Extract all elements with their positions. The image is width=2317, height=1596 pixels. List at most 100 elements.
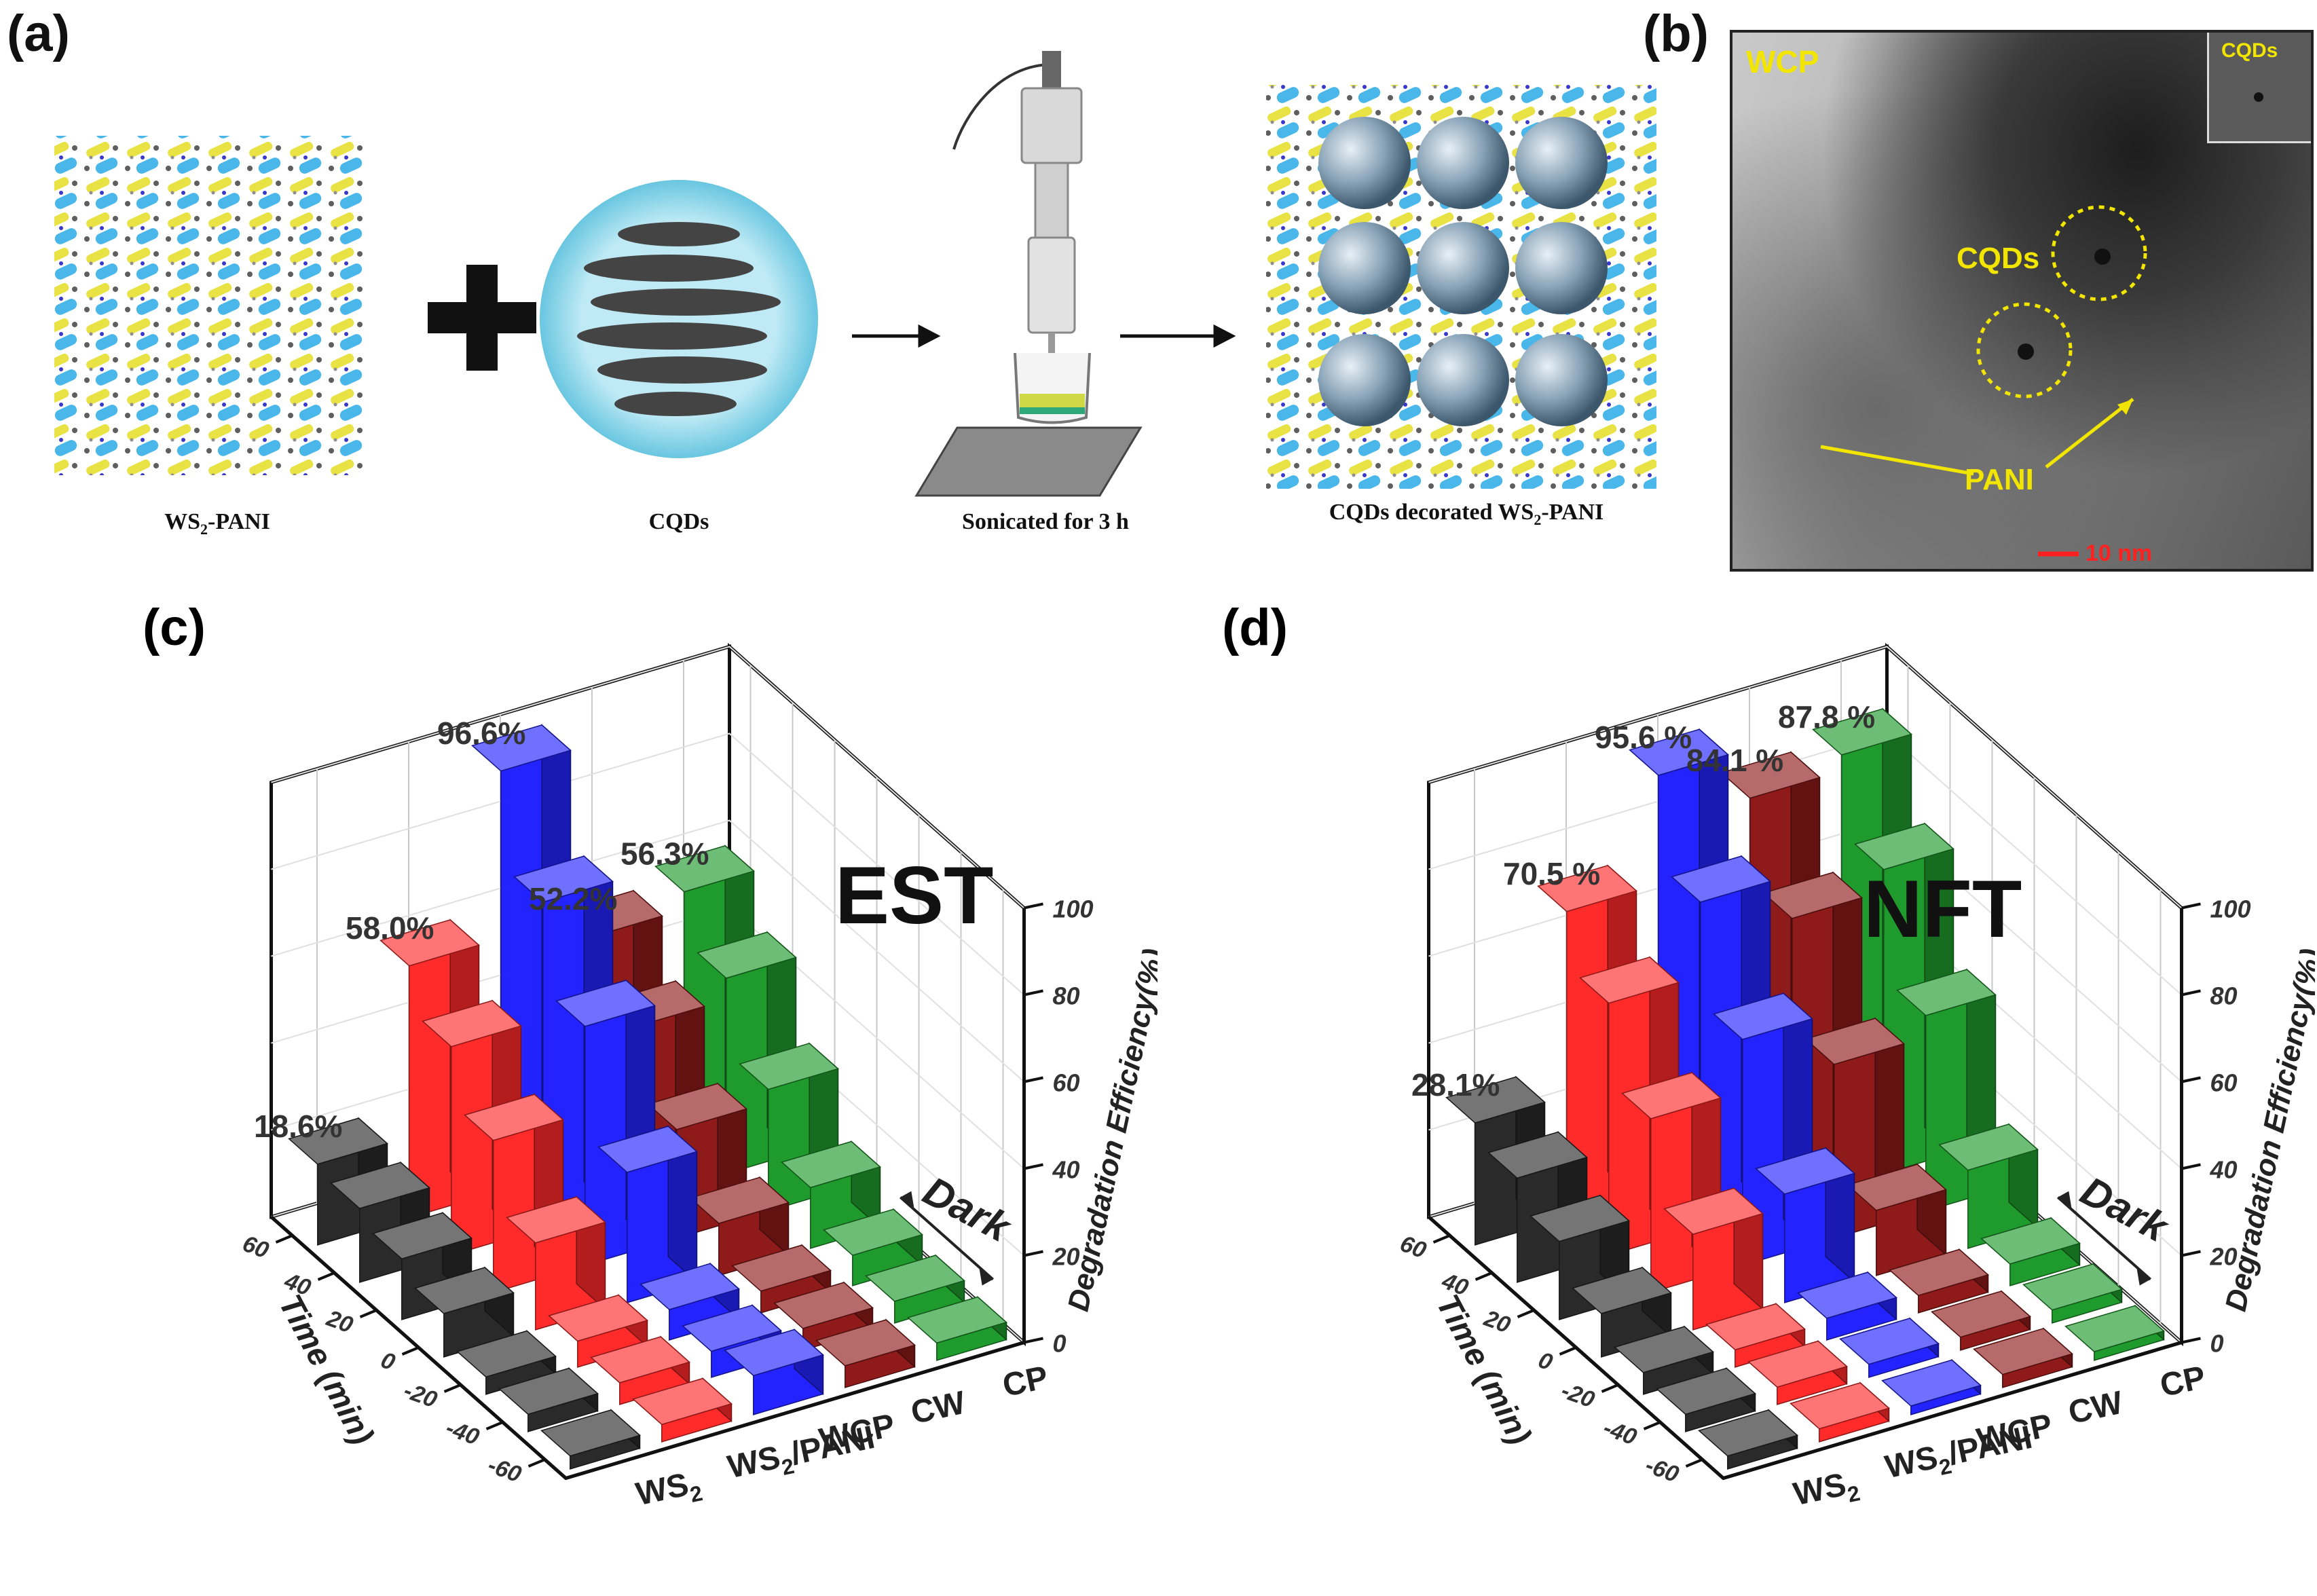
axis-line xyxy=(565,1341,1025,1480)
bar-top-face xyxy=(907,1296,1007,1344)
time-tick-label: -40 xyxy=(443,1415,483,1451)
dark-arrowhead-icon xyxy=(979,1269,993,1286)
chart-title: NFT xyxy=(1864,864,2022,954)
data-label: 28.1% xyxy=(1411,1067,1500,1102)
bar-top-face xyxy=(640,1263,740,1310)
bar-top-face xyxy=(597,1126,698,1173)
sonicator-icon xyxy=(914,51,1143,497)
cqds-decorated-ws2-pani-structure xyxy=(1266,85,1656,489)
tick-mark xyxy=(1685,1458,1703,1468)
bar-top-face xyxy=(632,1377,733,1426)
bar-top-face xyxy=(1938,1124,2039,1171)
bar-top-face xyxy=(1839,1318,1940,1365)
z-tick-label: 20 xyxy=(1052,1243,1080,1271)
bar-top-face xyxy=(682,1304,782,1352)
bar-top-face xyxy=(654,845,755,893)
data-label: 18.6% xyxy=(254,1109,342,1144)
time-axis-label: Time (min) xyxy=(1429,1289,1538,1451)
tick-mark xyxy=(1559,1346,1577,1356)
bar-top-face xyxy=(288,1117,388,1165)
bar xyxy=(731,1244,832,1314)
chart-nft: (d) 28.1% 70.5 % 95.6 %84.1 % 87.8 % 0 20 40 60 8… xyxy=(1222,599,2315,1513)
tick-mark xyxy=(2181,1250,2201,1257)
bar-top-face xyxy=(1973,1328,2073,1375)
dark-arrowhead-icon xyxy=(2136,1269,2151,1286)
tick-mark xyxy=(1601,1384,1619,1393)
tick-mark xyxy=(1432,1234,1451,1244)
bar xyxy=(1938,1123,2039,1249)
bar-top-face xyxy=(471,724,572,772)
bar-top-face xyxy=(1980,1217,2081,1265)
bar xyxy=(1931,1290,2031,1351)
panel-letter-b: (b) xyxy=(1643,5,1709,62)
bar-top-face xyxy=(823,1208,923,1256)
bar-top-face xyxy=(498,1367,599,1415)
bar xyxy=(632,1377,733,1443)
bar xyxy=(590,1335,690,1405)
bar-top-face xyxy=(372,1212,472,1260)
bar-top-face xyxy=(1671,855,1771,903)
bar-top-face xyxy=(1797,1272,1897,1319)
z-tick-label: 0 xyxy=(2210,1330,2224,1358)
caption-cqds-decorated: CQDs decorated WS2-PANI xyxy=(1329,500,1604,528)
bar-top-face xyxy=(1889,1248,1989,1297)
bar-top-face xyxy=(379,919,480,967)
time-tick-label: -20 xyxy=(401,1377,441,1413)
bar xyxy=(498,1367,599,1432)
bar-top-face xyxy=(414,1267,515,1314)
panel-letter-c: (c) xyxy=(143,599,206,656)
bar-top-face xyxy=(1621,1072,1722,1119)
bar xyxy=(1656,1367,1756,1432)
scale-bar-label: 10 nm xyxy=(2086,540,2153,566)
series-label: WCP xyxy=(1973,1407,2056,1458)
tick-mark xyxy=(1024,1250,1043,1257)
bar-top-face xyxy=(1931,1291,2031,1338)
bar xyxy=(1839,1317,1940,1378)
bar-top-face xyxy=(1762,872,1863,919)
plus-icon xyxy=(428,265,536,371)
time-tick-label: 0 xyxy=(377,1347,398,1375)
bar xyxy=(2064,1304,2165,1361)
bar-top-face xyxy=(647,1083,747,1130)
z-tick-label: 80 xyxy=(2210,982,2238,1010)
bar xyxy=(907,1295,1007,1361)
cqd-dotted-circle xyxy=(1976,302,2073,398)
bar-top-face xyxy=(1713,992,1813,1040)
tick-mark xyxy=(2181,1337,2201,1344)
bar-top-face xyxy=(1656,1367,1756,1415)
bar xyxy=(2022,1263,2123,1324)
bar xyxy=(1790,1381,1890,1443)
bar xyxy=(1889,1248,1989,1314)
z-tick-label: 20 xyxy=(2210,1243,2238,1271)
tem-label-pani: PANI xyxy=(1965,463,2034,496)
tick-mark xyxy=(2181,989,2201,997)
series-label: CP xyxy=(999,1360,1051,1405)
bar-top-face xyxy=(2022,1263,2123,1311)
bar xyxy=(1980,1217,2081,1286)
bar xyxy=(724,1328,824,1415)
panel-letter-d: (d) xyxy=(1222,599,1288,656)
ws2-pani-structure xyxy=(54,136,367,475)
series-label: CW xyxy=(2065,1385,2126,1432)
arrow-icon xyxy=(1120,324,1236,348)
tick-mark xyxy=(1024,1076,1043,1083)
z-tick-label: 60 xyxy=(2210,1069,2238,1097)
data-label: 58.0% xyxy=(346,910,434,946)
tick-mark xyxy=(1024,902,1043,910)
bar xyxy=(1797,1271,1897,1341)
bar xyxy=(597,1125,698,1303)
tick-mark xyxy=(1475,1272,1493,1281)
tick-mark xyxy=(527,1458,546,1468)
schematic-illustration xyxy=(54,51,1656,497)
bar xyxy=(1747,1339,1848,1405)
z-tick-label: 80 xyxy=(1053,982,1080,1010)
data-label: 56.3% xyxy=(620,836,709,872)
gridline xyxy=(271,732,1025,996)
bar-top-face xyxy=(590,1336,690,1384)
bar-top-face xyxy=(422,1000,522,1047)
bar-top-face xyxy=(1847,1164,1947,1211)
bar xyxy=(456,1329,557,1395)
tick-mark xyxy=(2181,902,2201,910)
tem-inset-label: CQDs xyxy=(2221,39,2278,62)
bar-top-face xyxy=(1705,1303,1806,1351)
